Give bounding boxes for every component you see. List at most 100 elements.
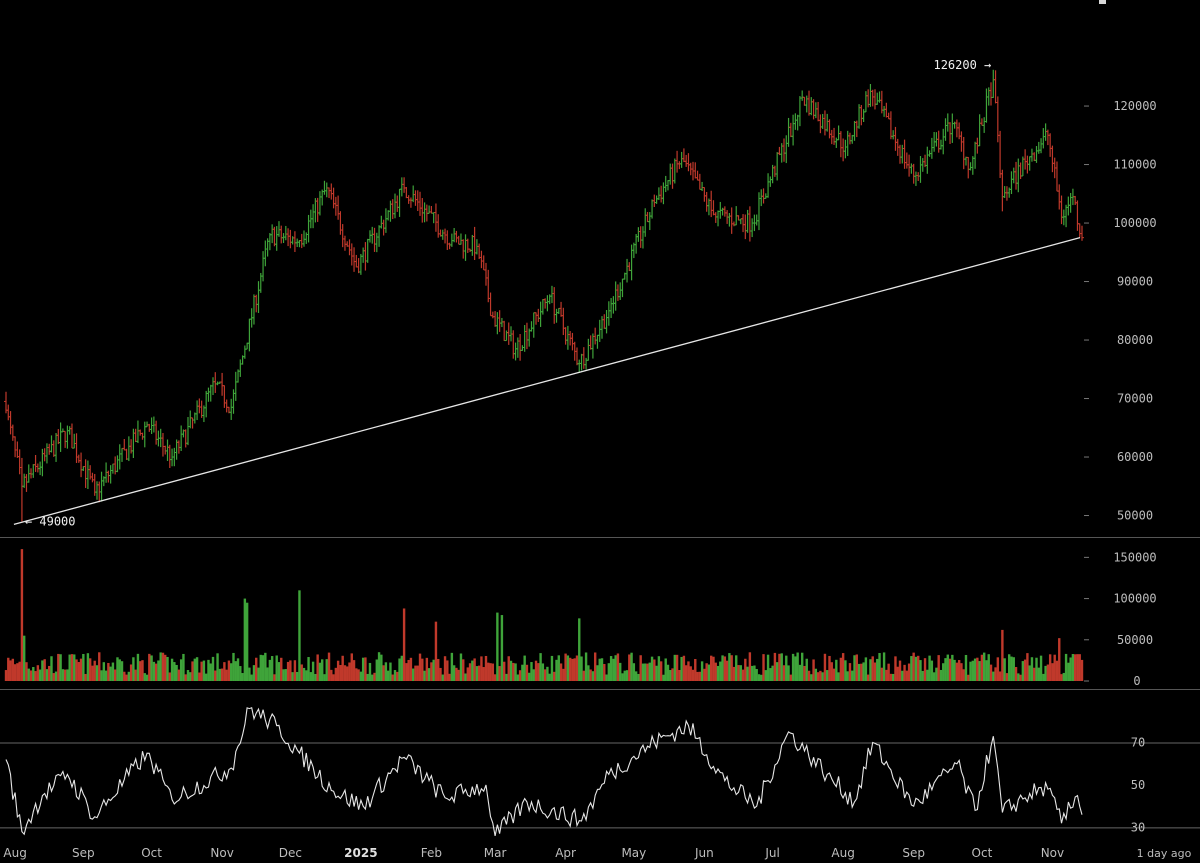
volume-bars [4,549,1084,681]
volume-bar [145,674,149,681]
volume-bar [93,660,96,681]
volume-bar [127,671,131,681]
volume-bar [564,653,567,681]
volume-bar [716,665,720,681]
volume-bar [866,674,870,681]
volume-bar [193,658,197,681]
price-overlay: ← 49000 126200 → [13,58,1081,528]
volume-bar [355,668,358,681]
volume-bar [54,671,58,681]
volume-bar [942,663,945,681]
volume-bar [102,662,106,681]
volume-bar [1046,664,1050,681]
volume-bar [179,659,183,681]
volume-tick-label: 150000 [1113,550,1156,564]
volume-bar [198,672,201,681]
volume-bar [227,660,231,681]
volume-bar [73,654,76,681]
volume-bar [307,657,310,681]
volume-bar [120,661,124,681]
volume-bar [764,670,767,681]
volume-bar [778,653,781,681]
volume-bar [689,666,692,681]
volume-bar [480,656,483,681]
x-tick-label: Aug [831,846,854,860]
volume-bar [286,661,290,681]
volume-bar [723,656,727,681]
price-tick-label: 120000 [1113,99,1156,113]
x-tick-label: Feb [421,846,442,860]
volume-bar [48,665,51,681]
volume-bar [687,661,690,681]
volume-bar [487,662,490,681]
volume-bar [607,663,611,681]
volume-bar [439,667,442,681]
volume-bar [987,654,990,681]
volume-bar [1076,654,1079,681]
x-tick-label: Oct [141,846,162,860]
volume-bar [839,657,843,681]
volume-bar [384,662,388,681]
volume-bar [623,670,626,681]
volume-bar [29,670,33,681]
volume-bar [878,653,881,681]
volume-bar [771,665,774,681]
volume-bar [705,663,708,681]
volume-bar [603,663,606,681]
volume-bar [330,669,333,681]
volume-bar [641,663,645,681]
volume-bar [13,664,17,681]
volume-bar [541,663,545,681]
volume-bar [512,662,515,681]
volume-bar [389,662,392,681]
volume-bar [766,654,770,681]
volume-bar [236,658,240,681]
volume-bar [905,670,909,681]
volume-bar [339,665,342,681]
volume-bar [311,661,315,681]
volume-bar [159,652,162,681]
volume-bar [45,669,49,681]
volume-bar [530,662,533,681]
volume-bar [894,656,897,681]
volume-bar [639,655,642,681]
volume-bar [411,668,415,681]
x-tick-label: Sep [72,846,95,860]
volume-bar [86,653,90,681]
volume-bar [1012,657,1015,681]
volume-bar [427,668,431,681]
volume-bar [657,656,661,681]
volume-bar [277,662,281,681]
volume-bar [737,665,740,681]
volume-bar [787,665,790,681]
volume-bar [371,674,374,681]
volume-bar [575,655,579,681]
volume-bar [166,656,169,681]
volume-bar [971,660,975,681]
volume-bar [139,661,142,681]
volume-bar [944,658,947,681]
volume-bar [464,673,467,681]
volume-bar [211,656,215,681]
x-tick-label: Apr [555,846,576,860]
volume-bar [634,671,638,681]
volume-bar [1069,657,1072,681]
volume-bar [82,653,85,681]
volume-tick-label: 100000 [1113,592,1156,606]
window-handle-icon[interactable] [1099,0,1106,4]
volume-bar [707,664,711,681]
volume-bar [396,671,399,681]
volume-bar [760,674,763,681]
volume-bar [182,653,185,681]
volume-bar [491,663,495,681]
volume-bar [796,652,799,681]
volume-bar [1030,657,1034,681]
volume-bar [721,655,724,681]
x-tick-label: Sep [902,846,925,860]
volume-bar [1039,655,1043,681]
volume-bar [359,671,363,681]
volume-bar [509,660,513,681]
x-tick-label: Nov [210,846,233,860]
volume-bar [910,656,913,681]
volume-bar [655,665,658,681]
